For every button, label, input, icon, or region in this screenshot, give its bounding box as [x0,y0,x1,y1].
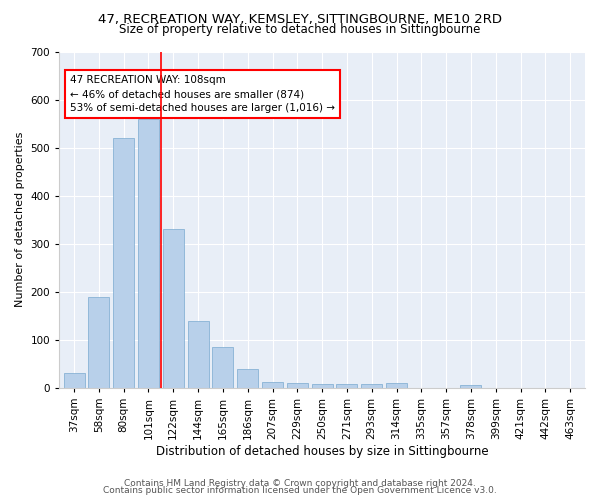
Bar [237,368,258,388]
Bar [361,384,382,388]
Text: 47, RECREATION WAY, KEMSLEY, SITTINGBOURNE, ME10 2RD: 47, RECREATION WAY, KEMSLEY, SITTINGBOUR… [98,12,502,26]
Bar [163,230,184,388]
Bar [88,296,109,388]
Bar [188,320,209,388]
Text: Contains public sector information licensed under the Open Government Licence v3: Contains public sector information licen… [103,486,497,495]
Text: Size of property relative to detached houses in Sittingbourne: Size of property relative to detached ho… [119,22,481,36]
Bar [262,382,283,388]
X-axis label: Distribution of detached houses by size in Sittingbourne: Distribution of detached houses by size … [156,444,488,458]
Bar [337,384,358,388]
Bar [212,347,233,388]
Bar [460,385,481,388]
Bar [311,384,332,388]
Bar [138,119,159,388]
Y-axis label: Number of detached properties: Number of detached properties [15,132,25,308]
Text: Contains HM Land Registry data © Crown copyright and database right 2024.: Contains HM Land Registry data © Crown c… [124,478,476,488]
Bar [64,374,85,388]
Text: 47 RECREATION WAY: 108sqm
← 46% of detached houses are smaller (874)
53% of semi: 47 RECREATION WAY: 108sqm ← 46% of detac… [70,75,335,113]
Bar [386,383,407,388]
Bar [287,383,308,388]
Bar [113,138,134,388]
